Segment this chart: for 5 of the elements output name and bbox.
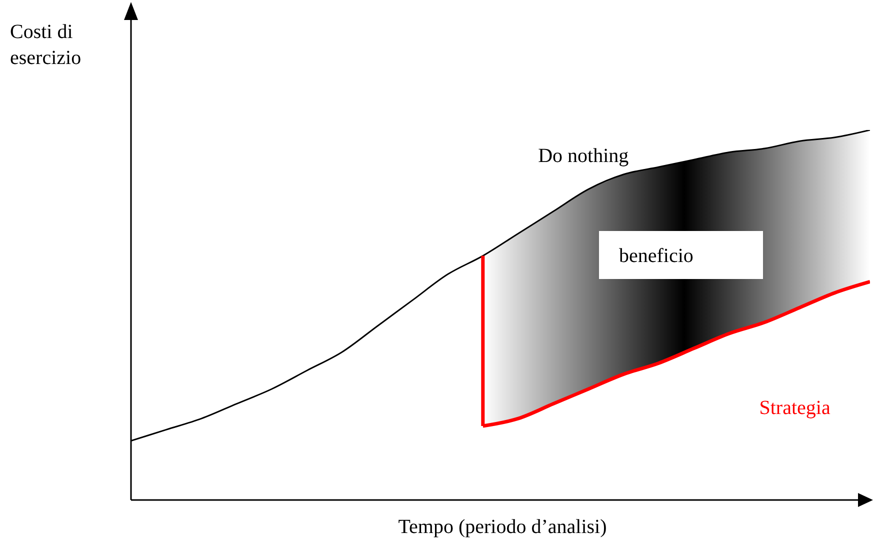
text: Strategia	[759, 396, 830, 419]
series-label: Do nothing	[538, 145, 629, 167]
x-axis-title: Tempo (periodo d’analisi)	[398, 516, 607, 538]
annotation: beneficio	[619, 245, 694, 267]
y-axis-title: Costi di esercizio	[10, 21, 82, 69]
